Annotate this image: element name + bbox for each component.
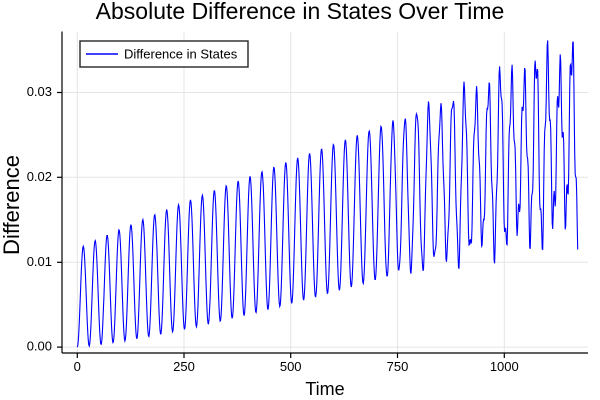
svg-text:0.01: 0.01 [27,254,52,269]
svg-text:750: 750 [387,359,409,374]
svg-text:0: 0 [74,359,81,374]
svg-text:250: 250 [173,359,195,374]
svg-text:0.02: 0.02 [27,169,52,184]
svg-text:0.00: 0.00 [27,339,52,354]
svg-text:Difference in States: Difference in States [124,47,238,62]
svg-text:0.03: 0.03 [27,84,52,99]
svg-text:500: 500 [280,359,302,374]
svg-text:1000: 1000 [490,359,519,374]
